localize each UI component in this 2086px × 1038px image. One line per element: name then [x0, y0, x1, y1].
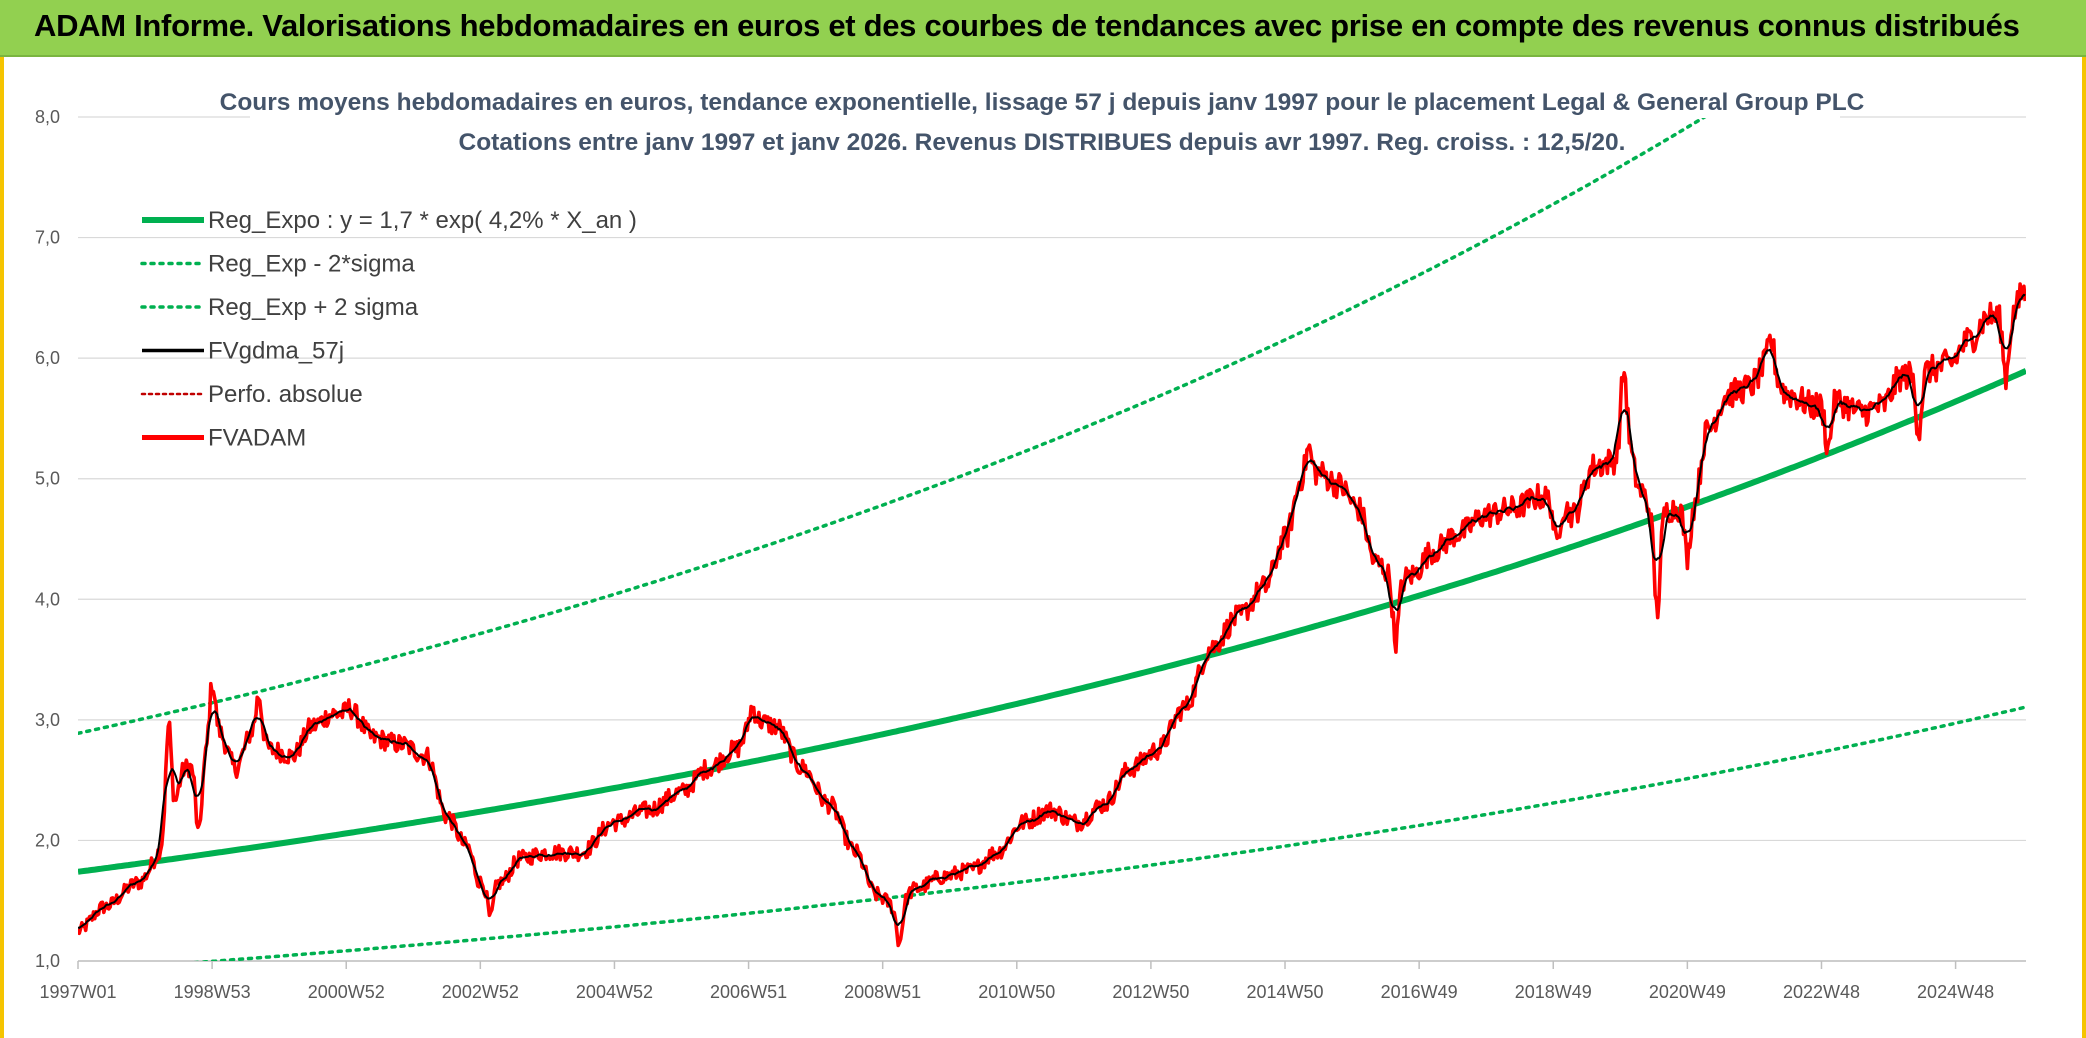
legend-label: Reg_Exp - 2*sigma: [208, 251, 415, 278]
chart-title-line1: Cours moyens hebdomadaires en euros, ten…: [220, 89, 1865, 116]
report-title: ADAM Informe. Valorisations hebdomadaire…: [34, 8, 2020, 43]
legend-label: Reg_Exp + 2 sigma: [208, 294, 419, 321]
legend: Reg_Expo : y = 1,7 * exp( 4,2% * X_an ) R…: [140, 207, 637, 452]
legend-perfo-absolue: Perfo. absolue: [140, 381, 363, 408]
legend-fvadam: FVADAM: [142, 425, 306, 452]
reg-exp-plus-2sigma-line: [78, 117, 1708, 736]
fvgdma-57j-line: [78, 293, 2026, 929]
fvadam-line: [78, 282, 2026, 948]
x-tick-label: 1997W01: [39, 982, 116, 1002]
legend-label: Perfo. absolue: [208, 381, 363, 408]
x-tick-label: 2016W49: [1381, 982, 1458, 1002]
legend-reg-exp-plus-2sigma: Reg_Exp + 2 sigma: [140, 294, 419, 321]
legend-reg-expo: Reg_Expo : y = 1,7 * exp( 4,2% * X_an ): [142, 207, 637, 234]
legend-label: FVADAM: [208, 425, 306, 452]
y-tick-label: 4,0: [35, 589, 60, 609]
x-tick-label: 2008W51: [844, 982, 921, 1002]
chart-title-line2: Cotations entre janv 1997 et janv 2026. …: [459, 129, 1626, 156]
y-axis: 1,0 2,0 3,0 4,0 5,0 6,0 7,0 8,0: [35, 107, 60, 971]
y-tick-label: 7,0: [35, 228, 60, 248]
x-tick-label: 2010W50: [978, 982, 1055, 1002]
y-tick-label: 8,0: [35, 107, 60, 127]
title-line2-background: [470, 124, 1620, 162]
x-tick-label: 2004W52: [576, 982, 653, 1002]
y-tick-label: 3,0: [35, 710, 60, 730]
x-tick-label: 2020W49: [1649, 982, 1726, 1002]
x-tick-label: 2006W51: [710, 982, 787, 1002]
x-tick-label: 2014W50: [1246, 982, 1323, 1002]
legend-label: FVgdma_57j: [208, 338, 344, 365]
title-line1-background: [250, 82, 1840, 118]
x-tick-label: 2024W48: [1917, 982, 1994, 1002]
x-tick-label: 2018W49: [1515, 982, 1592, 1002]
legend-fvgdma-57j: FVgdma_57j: [142, 338, 344, 365]
series-layer: [78, 117, 2026, 961]
y-tick-label: 5,0: [35, 469, 60, 489]
y-tick-label: 2,0: [35, 830, 60, 850]
reg-exp-minus-2sigma-line: [192, 705, 2026, 961]
legend-label: Reg_Expo : y = 1,7 * exp( 4,2% * X_an ): [208, 207, 637, 234]
x-tick-label: 2012W50: [1112, 982, 1189, 1002]
y-tick-label: 6,0: [35, 348, 60, 368]
reg-expo-line: [78, 368, 2026, 875]
legend-reg-exp-minus-2sigma: Reg_Exp - 2*sigma: [140, 251, 415, 278]
x-tick-label: 2002W52: [442, 982, 519, 1002]
report-banner: ADAM Informe. Valorisations hebdomadaire…: [0, 0, 2086, 57]
grid-lines: [78, 116, 2026, 962]
x-axis: 1997W01 1998W53 2000W52 2002W52 2004W52 2006W…: [39, 960, 2026, 1002]
x-tick-label: 1998W53: [174, 982, 251, 1002]
chart-titles: Cours moyens hebdomadaires en euros, ten…: [220, 82, 1865, 162]
x-tick-label: 2000W52: [308, 982, 385, 1002]
y-tick-label: 1,0: [35, 951, 60, 971]
x-tick-label: 2022W48: [1783, 982, 1860, 1002]
